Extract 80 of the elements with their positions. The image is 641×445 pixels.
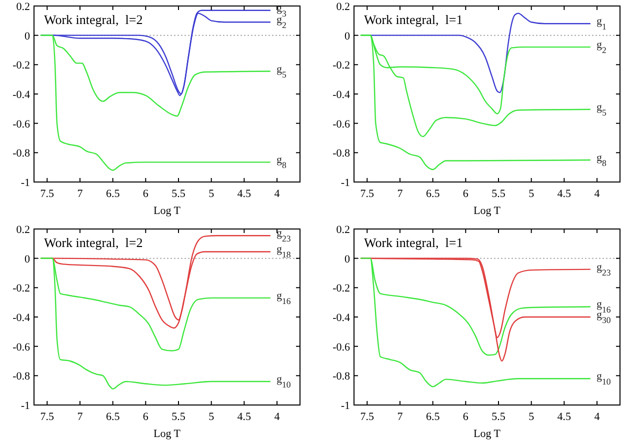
series-label: g$_{10}$ (596, 370, 612, 387)
x-tick-label: 7.5 (40, 411, 55, 423)
x-tick-label: 7.5 (360, 188, 375, 200)
y-tick-label: -0.6 (332, 341, 350, 354)
x-axis-title: Log T (154, 205, 181, 217)
y-tick-label: 0 (344, 30, 350, 42)
x-tick-label: 4 (594, 188, 600, 200)
y-tick-label: -0.2 (332, 60, 350, 72)
annotation: Work integral, l=1 (364, 235, 463, 250)
series-label: g$_{10}$ (276, 374, 292, 390)
y-tick-label: -0.2 (12, 282, 30, 295)
y-tick-label: -0.8 (12, 148, 30, 160)
x-tick-label: 6 (142, 188, 149, 200)
y-tick-label: -0.8 (332, 370, 350, 383)
x-tick-label: 4.5 (557, 411, 572, 423)
series-label: g$_{5}$ (276, 63, 287, 80)
y-tick-label: 0.2 (16, 1, 30, 13)
x-tick-label: 6.5 (106, 411, 120, 423)
x-tick-label: 5 (528, 411, 535, 423)
x-tick-label: 4 (274, 188, 280, 200)
y-tick-label: -0.8 (332, 148, 350, 160)
x-tick-label: 6.5 (426, 411, 440, 423)
x-tick-label: 5 (528, 188, 535, 200)
x-axis-title: Log T (474, 428, 501, 440)
x-tick-label: 5.5 (172, 411, 186, 423)
annotation: Work integral, l=2 (44, 235, 143, 250)
x-axis-title: Log T (154, 428, 181, 440)
x-tick-label: 7 (77, 188, 84, 200)
x-tick-label: 6 (142, 411, 149, 423)
y-tick-label: -0.2 (12, 60, 30, 72)
series-label: g$_{2}$ (596, 39, 606, 56)
x-tick-label: 4.5 (237, 188, 252, 200)
x-tick-label: 7.5 (360, 411, 375, 423)
series-label: g$_{23}$ (596, 261, 612, 278)
y-tick-label: -0.6 (12, 341, 30, 354)
x-tick-label: 7 (397, 188, 404, 200)
x-tick-label: 5.5 (492, 411, 506, 423)
y-tick-label: -0.4 (12, 312, 30, 324)
y-tick-label: -0.8 (12, 370, 30, 383)
y-tick-label: -1 (20, 177, 30, 189)
x-tick-label: 5 (208, 411, 215, 423)
y-tick-label: -1 (340, 400, 350, 412)
annotation: Work integral, l=2 (44, 12, 143, 27)
x-tick-label: 6 (462, 411, 469, 423)
x-axis-title: Log T (474, 205, 501, 217)
x-tick-label: 6.5 (426, 188, 440, 200)
x-tick-label: 4.5 (557, 188, 572, 200)
x-tick-label: 6.5 (106, 188, 120, 200)
series-label: g$_{8}$ (276, 154, 287, 170)
y-tick-label: -0.6 (12, 118, 30, 130)
y-tick-label: 0 (24, 30, 30, 42)
x-tick-label: 7.5 (40, 188, 55, 200)
x-tick-label: 7 (77, 411, 84, 423)
series-label: g$_{1}$ (596, 16, 606, 32)
y-tick-label: 0 (344, 253, 350, 266)
series-label: g$_{18}$ (276, 244, 292, 260)
y-tick-label: 0.2 (16, 224, 30, 236)
x-tick-label: 5 (208, 188, 215, 200)
x-tick-label: 4.5 (237, 411, 252, 423)
x-tick-label: 4 (594, 411, 600, 423)
y-tick-label: 0.2 (336, 224, 350, 236)
annotation: Work integral, l=1 (364, 12, 463, 27)
x-tick-label: 6 (462, 188, 469, 200)
x-tick-label: 4 (274, 411, 280, 423)
y-tick-label: 0.2 (336, 1, 350, 13)
series-label: g$_{23}$ (276, 228, 292, 244)
series-label: g$_{8}$ (596, 152, 607, 168)
x-tick-label: 5.5 (172, 188, 186, 200)
series-label: g$_{16}$ (276, 290, 292, 306)
y-tick-label: 0 (24, 253, 30, 266)
y-tick-label: -0.4 (332, 89, 350, 101)
x-tick-label: 7 (397, 411, 404, 423)
y-tick-label: -1 (340, 177, 350, 189)
series-label: g$_{5}$ (596, 101, 607, 118)
x-tick-label: 5.5 (492, 188, 506, 200)
y-tick-label: -0.4 (12, 89, 30, 101)
y-tick-label: -0.6 (332, 118, 350, 130)
y-tick-label: -0.2 (332, 282, 350, 295)
y-tick-label: -1 (20, 400, 30, 412)
y-tick-label: -0.4 (332, 312, 350, 324)
